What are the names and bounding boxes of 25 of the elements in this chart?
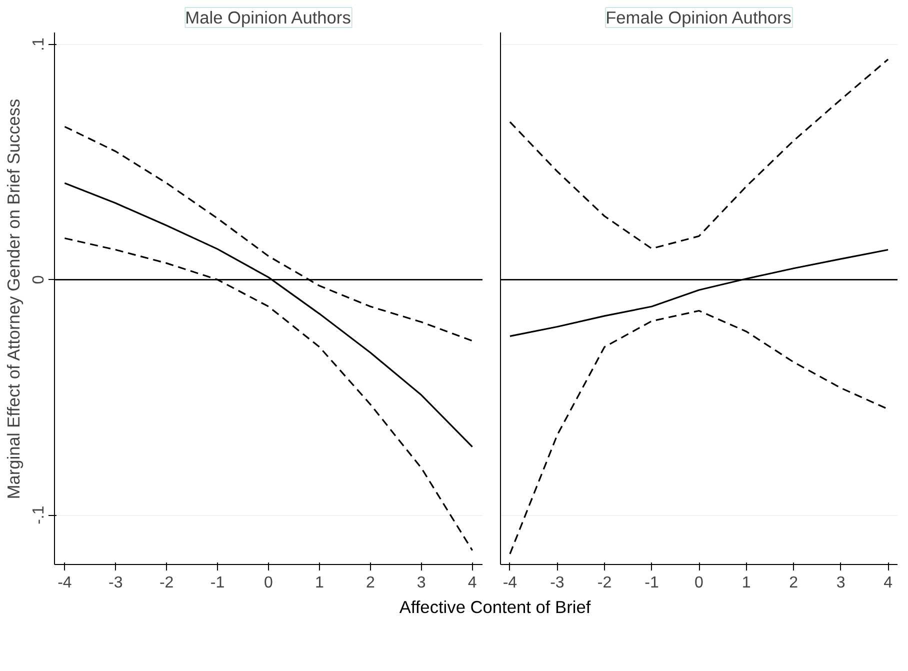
x-tick-label: 3 [416,574,426,592]
x-tick-label: -3 [550,574,564,592]
x-tick-label: 4 [468,574,477,592]
x-tick-label: -3 [108,574,123,592]
x-tick-label: 1 [742,574,751,592]
x-tick-label: -2 [159,574,174,592]
x-tick-label: 1 [315,574,324,592]
x-tick-label: 0 [264,574,274,592]
x-tick-label: 2 [789,574,798,592]
x-tick-label: -1 [210,574,225,592]
x-tick-label: 0 [694,574,704,592]
chart-title: Male Opinion Authors [185,8,352,28]
x-tick-label: -4 [502,574,518,592]
y-tick-label: .1 [30,37,48,51]
y-tick-label: -.1 [30,506,48,524]
x-tick-label: 3 [836,574,846,592]
y-tick-label: 0 [30,275,48,284]
chart-title: Female Opinion Authors [606,8,792,28]
x-tick-label: -1 [644,574,659,592]
x-axis-title: Affective Content of Brief [399,596,591,619]
x-tick-label: -4 [58,574,72,592]
x-tick-label: -2 [597,574,612,592]
y-axis-title: Marginal Effect of Attorney Gender on Brief Success [4,98,24,500]
x-tick-label: 2 [366,574,375,592]
x-tick-label: 4 [884,574,893,592]
